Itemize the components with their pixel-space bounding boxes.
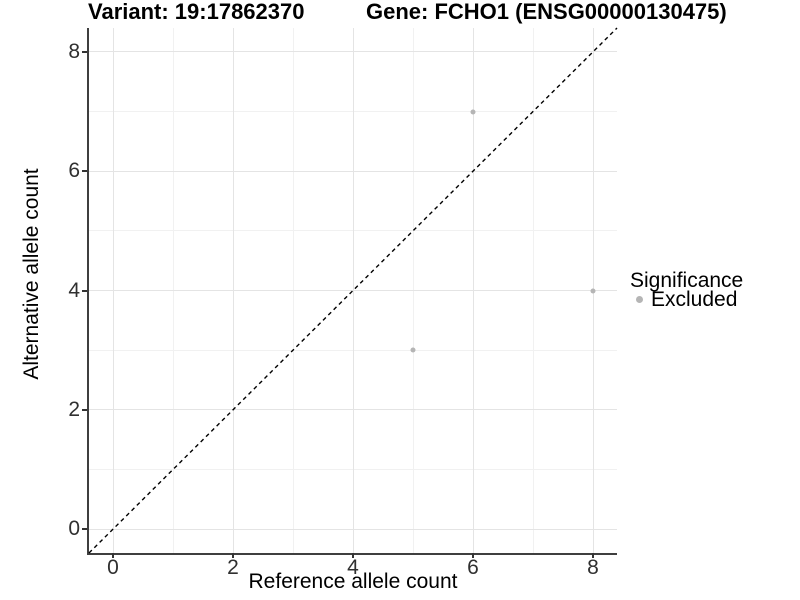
y-tick-label: 0 <box>68 517 80 541</box>
y-tick-mark <box>82 170 87 173</box>
x-tick-label: 8 <box>587 556 599 579</box>
y-tick-mark <box>82 528 87 531</box>
data-point <box>470 109 476 115</box>
x-tick-label: 4 <box>347 556 359 579</box>
x-axis-title: Reference allele count <box>248 570 458 593</box>
x-tick-label: 2 <box>227 556 239 579</box>
x-tick-mark <box>112 553 114 558</box>
y-tick-mark <box>82 289 87 292</box>
y-tick-mark <box>82 50 87 53</box>
legend-point-icon <box>636 296 643 303</box>
legend: Significance Excluded <box>630 269 744 311</box>
x-tick-mark <box>592 553 594 558</box>
identity-reference-line <box>88 27 618 554</box>
y-tick-label: 4 <box>68 278 80 302</box>
gridline-major-horizontal <box>89 528 617 530</box>
gridline-major-horizontal <box>89 51 617 53</box>
gene-title: Gene: FCHO1 (ENSG00000130475) <box>366 0 727 24</box>
x-tick-mark <box>232 553 234 558</box>
y-axis-title: Alternative allele count <box>20 168 43 380</box>
plot-panel: 0 2 4 6 8 0 2 4 6 8 <box>68 27 618 579</box>
x-tick-mark <box>472 553 474 558</box>
gridline-major-horizontal <box>89 409 617 411</box>
y-tick-label: 6 <box>68 159 80 183</box>
variant-title: Variant: 19:17862370 <box>88 0 305 24</box>
y-axis-line <box>87 28 89 555</box>
y-tick-label: 2 <box>68 397 80 421</box>
y-tick-label: 8 <box>68 39 80 63</box>
legend-item-label: Excluded <box>651 288 738 311</box>
data-point <box>590 288 596 293</box>
y-tick-mark <box>82 408 87 411</box>
x-tick-mark <box>352 553 354 558</box>
data-point <box>410 347 416 353</box>
gridline-major-horizontal <box>89 170 617 172</box>
x-tick-label: 6 <box>467 556 479 579</box>
gridline-major-horizontal <box>89 290 617 291</box>
legend-title: Significance <box>630 269 744 292</box>
x-tick-label: 0 <box>107 556 119 579</box>
legend-item-excluded: Excluded <box>630 288 743 311</box>
